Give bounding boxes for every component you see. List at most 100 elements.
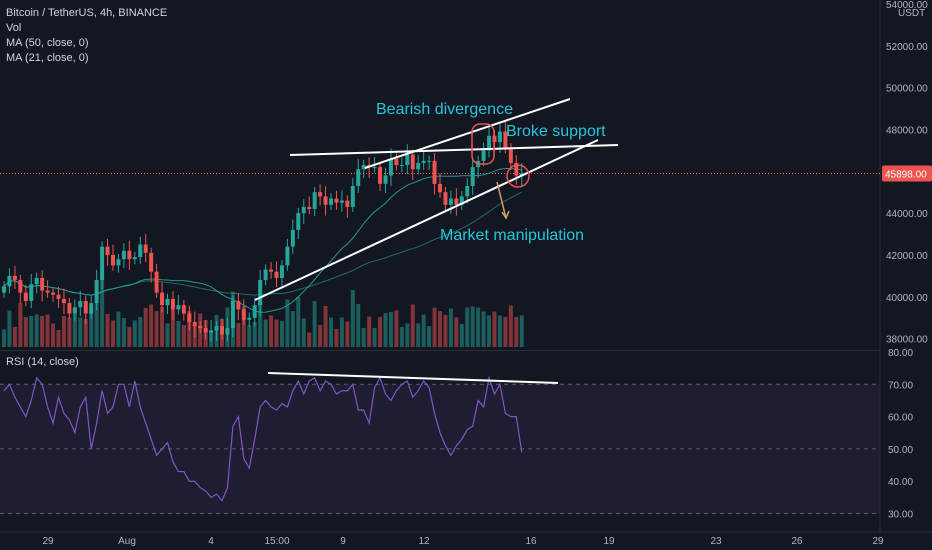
grid-lines xyxy=(0,0,932,533)
candle-body xyxy=(438,183,442,193)
rsi-legend[interactable]: RSI (14, close) xyxy=(6,356,79,368)
candle-body xyxy=(198,326,203,329)
volume-bar xyxy=(519,315,524,347)
rsi-tick-label: 70.00 xyxy=(888,380,913,391)
volume-bar xyxy=(111,320,115,347)
volume-bar xyxy=(476,307,481,347)
candle-body xyxy=(187,313,192,322)
candle-body xyxy=(72,307,77,314)
volume-bar xyxy=(127,327,132,347)
candle-body xyxy=(203,328,208,333)
price-tick-label: 48000.00 xyxy=(886,125,928,136)
candle-body xyxy=(323,196,328,205)
symbol-title[interactable]: Bitcoin / TetherUS, 4h, BINANCE xyxy=(6,7,168,19)
candle-body xyxy=(258,280,263,306)
time-tick-label: 15:00 xyxy=(264,536,289,547)
candle-body xyxy=(399,165,404,167)
candle-body xyxy=(2,286,6,293)
rsi-line xyxy=(3,375,523,502)
candle-body xyxy=(421,160,426,163)
candle-body xyxy=(176,305,181,310)
trend-drawings: Bearish divergence Broke support Market ma… xyxy=(254,98,619,384)
time-tick-label: 19 xyxy=(603,536,615,547)
volume-bar xyxy=(170,304,175,347)
volume-bar xyxy=(350,290,355,347)
legend-volume[interactable]: Vol xyxy=(6,22,22,34)
annotation-broke-support: Broke support xyxy=(506,123,606,140)
legend-ma21[interactable]: MA (21, close, 0) xyxy=(6,52,89,64)
resistance-line xyxy=(289,144,619,156)
volume-bar xyxy=(138,317,143,347)
candle-body xyxy=(252,305,257,318)
volume-bar xyxy=(263,319,268,347)
volume-bar xyxy=(7,310,12,347)
volume-bar xyxy=(388,312,393,347)
candle-body xyxy=(497,131,502,143)
volume-bar xyxy=(72,308,77,347)
candle-body xyxy=(149,252,154,272)
candle-body xyxy=(508,148,513,163)
candle-body xyxy=(40,277,45,291)
candle-body xyxy=(56,294,61,299)
volume-bar xyxy=(121,318,126,347)
candle-body xyxy=(334,198,339,203)
volume-bar xyxy=(94,301,99,347)
volume-bar xyxy=(269,315,274,347)
candle-body xyxy=(230,300,235,329)
candle-body xyxy=(514,162,519,176)
support-trend-line xyxy=(254,139,599,301)
volume-bar xyxy=(312,301,317,347)
volume-bar xyxy=(497,315,502,347)
volume-bar xyxy=(432,307,437,347)
volume-bar xyxy=(143,308,148,347)
rsi-tick-label: 40.00 xyxy=(888,477,913,488)
volume-bar xyxy=(45,314,50,347)
volume-bar xyxy=(410,304,415,347)
candle-body xyxy=(241,309,246,320)
breakdown-highlight xyxy=(506,164,530,188)
candle-body xyxy=(307,206,312,209)
candle-body xyxy=(372,167,377,169)
candle-body xyxy=(214,326,219,331)
volume-bar xyxy=(258,293,263,347)
volume-bar xyxy=(51,323,56,347)
volume-bar xyxy=(116,311,121,347)
price-axis[interactable]: 54000.00 52000.00 50000.00 48000.00 44000.00… xyxy=(882,0,932,521)
time-tick-label: Aug xyxy=(118,536,136,547)
volume-bar xyxy=(367,316,372,347)
volume-bar xyxy=(508,305,513,347)
volume-bars xyxy=(2,275,524,347)
volume-bar xyxy=(323,306,328,347)
time-axis[interactable]: 29 Aug 4 15:00 9 12 16 19 23 26 29 xyxy=(42,536,884,547)
volume-bar xyxy=(394,310,399,347)
time-tick-label: 16 xyxy=(525,536,537,547)
volume-bar xyxy=(132,320,137,347)
volume-bar xyxy=(18,303,23,347)
candle-body xyxy=(378,167,383,184)
candle-body xyxy=(154,271,159,293)
candle-body xyxy=(345,200,350,207)
volume-bar xyxy=(465,307,470,347)
current-price-label: 45898.00 xyxy=(885,169,927,180)
time-tick-label: 26 xyxy=(791,536,803,547)
price-tick-label: 54000.00 xyxy=(886,0,928,11)
candle-body xyxy=(519,173,524,176)
legend-ma50[interactable]: MA (50, close, 0) xyxy=(6,37,89,49)
candle-body xyxy=(192,321,197,327)
candle-body xyxy=(454,198,459,205)
volume-bar xyxy=(2,329,6,347)
volume-bar xyxy=(89,307,94,347)
volume-bar xyxy=(149,304,154,347)
volume-bar xyxy=(100,275,105,347)
volume-bar xyxy=(339,317,344,347)
rsi-tick-label: 30.00 xyxy=(888,510,913,521)
candle-body xyxy=(410,154,415,170)
candle-body xyxy=(318,192,323,197)
volume-bar xyxy=(181,325,186,347)
candle-body xyxy=(116,259,121,266)
volume-bar xyxy=(154,311,159,347)
candle-body xyxy=(427,160,432,162)
time-tick-label: 4 xyxy=(208,536,214,547)
volume-bar xyxy=(454,317,459,347)
